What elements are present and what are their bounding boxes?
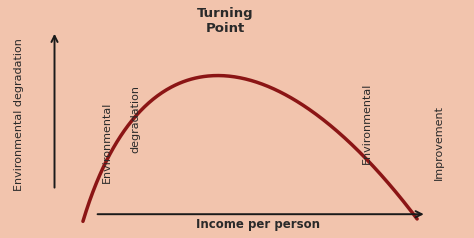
- Text: Environmental: Environmental: [101, 102, 112, 183]
- Text: Income per person: Income per person: [196, 218, 320, 231]
- Text: degradation: degradation: [130, 85, 140, 153]
- Text: Turning
Point: Turning Point: [197, 7, 254, 35]
- Text: Environmental degradation: Environmental degradation: [14, 38, 24, 191]
- Text: Improvement: Improvement: [433, 105, 444, 180]
- Text: Environmental: Environmental: [362, 83, 373, 164]
